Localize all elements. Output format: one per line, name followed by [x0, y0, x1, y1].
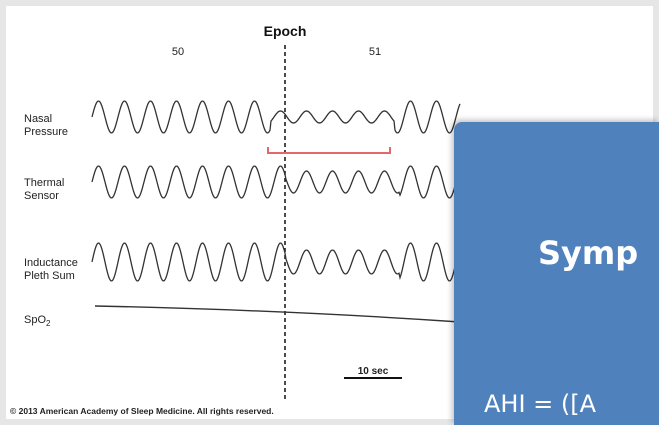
signal-label-thermal: Thermal Sensor	[24, 177, 67, 202]
epoch-heading: Epoch	[264, 23, 307, 39]
signal-label-nasal: Nasal Pressure	[24, 113, 68, 138]
signal-label-inductance: Inductance Pleth Sum	[24, 257, 81, 282]
spo2-trace	[94, 305, 461, 323]
slide-body-text: AHI = ([A	[484, 390, 597, 418]
inductance-pleth-trace	[91, 242, 461, 282]
epoch-50-label: 50	[172, 46, 184, 58]
copyright-notice: © 2013 American Academy of Sleep Medicin…	[10, 406, 274, 416]
thermal-sensor-trace	[91, 165, 461, 199]
nasal-pressure-trace	[91, 100, 461, 134]
epoch-51-label: 51	[369, 46, 381, 58]
slide-panel	[454, 122, 659, 425]
signal-label-spo2: SpO2	[24, 314, 51, 328]
slide-text-clip: Symp AHI = ([A	[454, 122, 659, 425]
hypopnea-bracket	[267, 147, 391, 154]
slide-title: Symp	[538, 234, 639, 272]
scale-bar-label: 10 sec	[358, 366, 389, 377]
